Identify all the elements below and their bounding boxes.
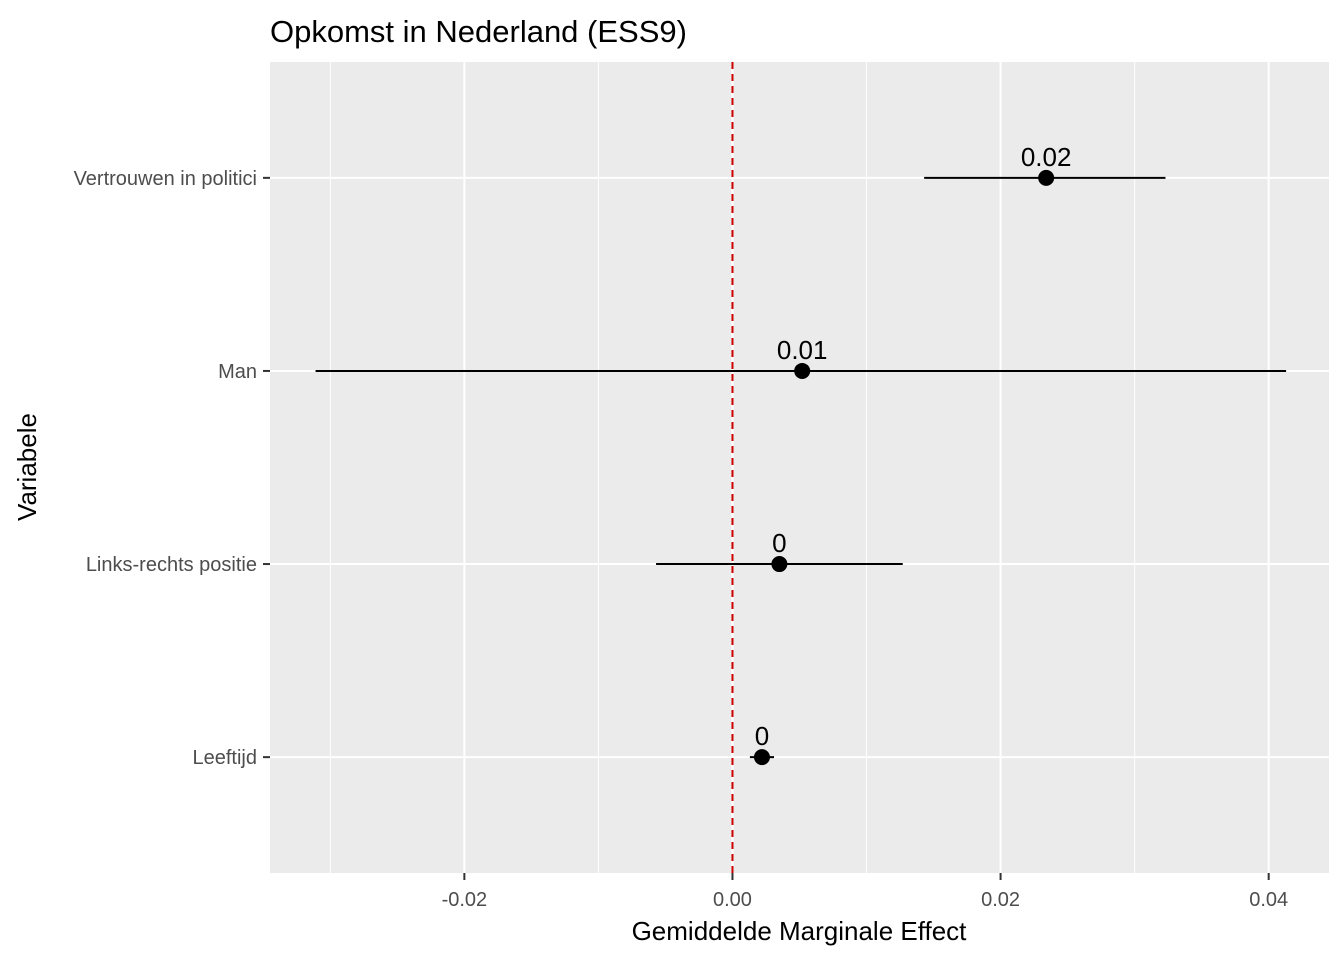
data-label: 0 bbox=[772, 528, 786, 558]
y-axis-title: Variabele bbox=[12, 413, 42, 521]
x-tick-label: -0.02 bbox=[442, 889, 488, 911]
x-tick-label: 0.00 bbox=[713, 889, 752, 911]
y-tick-label: Vertrouwen in politici bbox=[74, 168, 257, 190]
y-axis: Vertrouwen in politici Man Links-rechts po… bbox=[74, 168, 270, 769]
estimate-point bbox=[1038, 169, 1055, 186]
chart-title: Opkomst in Nederland (ESS9) bbox=[270, 14, 687, 49]
minor-gridlines bbox=[329, 62, 1136, 873]
data-label: 0.02 bbox=[1021, 142, 1072, 172]
data-labels: 0.02 0.01 0 0 bbox=[755, 142, 1072, 751]
x-axis-title: Gemiddelde Marginale Effect bbox=[632, 916, 968, 946]
x-tick-label: 0.02 bbox=[981, 889, 1020, 911]
estimate-point bbox=[794, 362, 811, 379]
estimate-point bbox=[753, 749, 770, 766]
x-axis: -0.02 0.00 0.02 0.04 bbox=[442, 873, 1288, 911]
estimate-points bbox=[753, 169, 1055, 766]
x-tick-label: 0.04 bbox=[1249, 889, 1288, 911]
data-label: 0.01 bbox=[777, 335, 828, 365]
plot-panel bbox=[270, 62, 1329, 873]
y-tick-label: Man bbox=[218, 361, 257, 383]
y-tick-label: Links-rechts positie bbox=[86, 554, 257, 576]
y-tick-label: Leeftijd bbox=[193, 747, 258, 769]
estimate-point bbox=[771, 556, 788, 573]
data-label: 0 bbox=[755, 721, 769, 751]
